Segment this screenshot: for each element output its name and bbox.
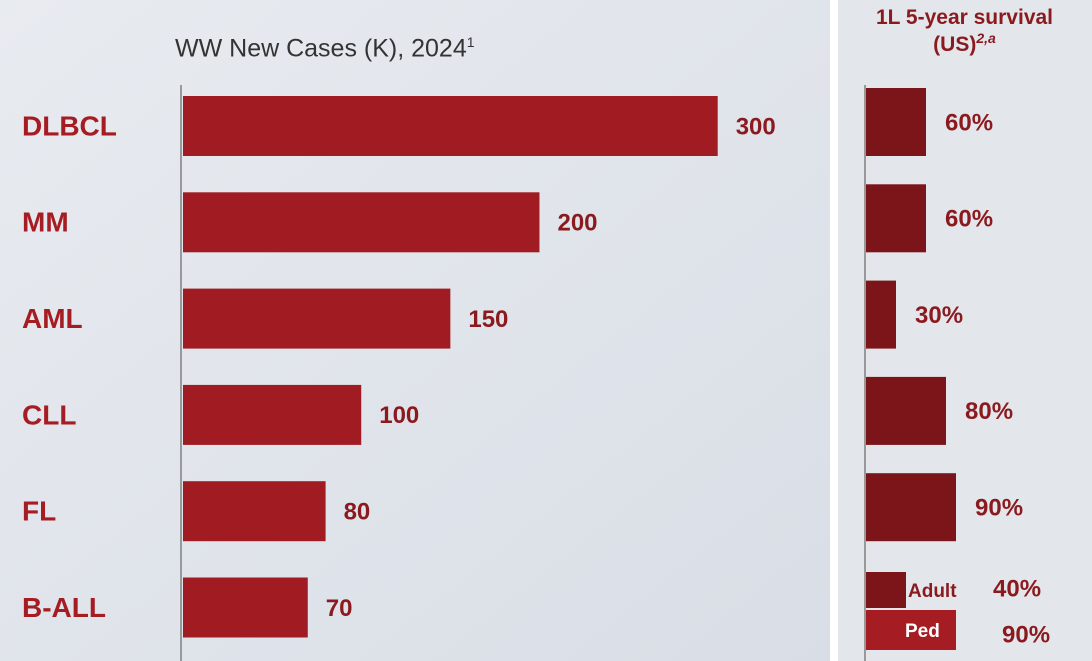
category-label: MM	[22, 207, 69, 238]
bar	[183, 384, 362, 445]
title-text: 1L 5-year survival (US)	[875, 6, 1054, 56]
sub-bar-name: Ped	[905, 621, 940, 642]
bar	[183, 288, 451, 349]
title-text: WW New Cases (K), 2024	[175, 34, 467, 63]
bar	[866, 610, 956, 650]
category-label: B-ALL	[22, 592, 106, 623]
value-label: 150	[468, 306, 508, 333]
value-label: 70	[326, 595, 353, 622]
bar	[183, 96, 718, 156]
value-label: 40%	[993, 575, 1041, 602]
category-label: DLBCL	[22, 110, 117, 141]
category-label: CLL	[22, 399, 76, 430]
bar	[866, 88, 926, 156]
value-label: 90%	[1002, 621, 1050, 648]
bar	[183, 192, 540, 253]
left-title: WW New Cases (K), 20241	[175, 34, 475, 63]
bar	[183, 481, 326, 542]
value-label: 30%	[915, 302, 963, 329]
bar	[183, 577, 308, 638]
title-superscript: 1	[466, 34, 475, 50]
category-label: FL	[22, 496, 56, 527]
sub-bar-name: Adult	[908, 581, 957, 602]
right-title: 1L 5-year survival (US)2,a	[852, 6, 1077, 56]
bar	[866, 184, 926, 253]
bar	[866, 572, 906, 608]
category-label: AML	[22, 303, 83, 334]
value-label: 60%	[945, 109, 993, 136]
bar	[866, 280, 896, 349]
value-label: 80	[344, 499, 371, 526]
value-label: 80%	[965, 398, 1013, 425]
value-label: 200	[557, 210, 597, 237]
value-label: 60%	[945, 206, 993, 233]
value-label: 90%	[975, 495, 1023, 522]
value-label: 300	[736, 113, 776, 140]
bar	[866, 376, 946, 445]
bar	[866, 473, 956, 542]
value-label: 100	[379, 402, 419, 429]
title-superscript: 2,a	[976, 30, 996, 46]
